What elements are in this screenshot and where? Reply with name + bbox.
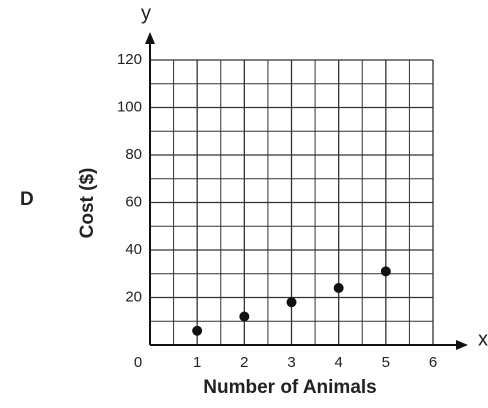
x-tick-label: 5	[382, 354, 390, 371]
point	[380, 266, 391, 277]
x-arrow	[456, 340, 468, 350]
x-tick-label: 4	[334, 354, 342, 371]
y-tick-label: 120	[117, 51, 142, 68]
x-tick-label: 0	[134, 354, 142, 371]
x-tick-label: 1	[193, 354, 201, 371]
point	[286, 297, 297, 308]
x-tick-label: 2	[240, 354, 248, 371]
x-axis-name: x	[478, 328, 488, 350]
y-tick-label: 40	[125, 241, 142, 258]
point	[192, 325, 203, 336]
panel-label: D	[20, 189, 34, 210]
point	[333, 283, 344, 293]
point	[239, 311, 250, 322]
y-tick-label: 20	[125, 288, 142, 305]
y-arrow	[145, 32, 155, 44]
y-axis-label: Cost ($)	[77, 168, 98, 239]
x-axis-label: Number of Animals	[203, 377, 377, 398]
y-axis-name: y	[141, 2, 151, 24]
y-tick-label: 60	[125, 193, 142, 210]
y-tick-label: 100	[117, 98, 142, 115]
x-tick-label: 6	[429, 354, 437, 371]
x-tick-label: 3	[287, 354, 295, 371]
y-tick-label: 80	[125, 146, 142, 163]
